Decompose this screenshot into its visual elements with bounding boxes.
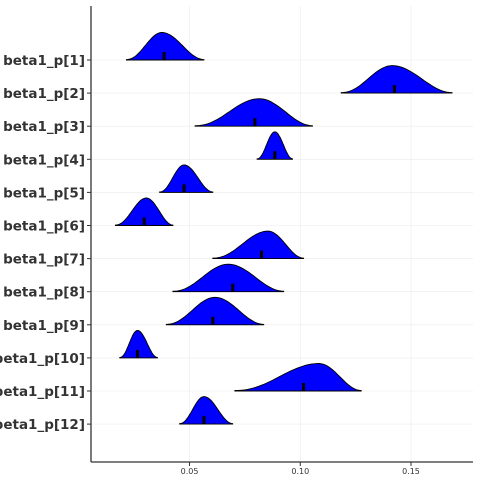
y-tick-label: beta1_p[1] xyxy=(3,53,85,69)
x-axis-ticks: 0.05 0.10 0.15 xyxy=(181,462,420,476)
y-tick-label: beta1_p[6] xyxy=(3,219,85,235)
density-ridge xyxy=(340,65,453,94)
plot-background xyxy=(91,0,480,462)
median-marker xyxy=(260,250,264,259)
density-ridge xyxy=(234,363,362,392)
density-ridge xyxy=(212,230,305,260)
y-tick-label: beta1_p[12] xyxy=(0,417,85,433)
median-marker xyxy=(142,217,146,226)
median-marker xyxy=(231,283,235,292)
median-marker xyxy=(136,349,140,358)
median-marker xyxy=(182,184,186,193)
density-ridge xyxy=(125,32,205,61)
median-marker xyxy=(392,85,396,94)
y-tick-label: beta1_p[5] xyxy=(3,185,85,201)
y-axis-labels: beta1_p[1] beta1_p[2] beta1_p[3] beta1_p[4]… xyxy=(0,53,91,433)
y-tick-label: beta1_p[10] xyxy=(0,351,85,367)
density-ridge xyxy=(194,98,313,127)
y-tick-label: beta1_p[2] xyxy=(3,86,85,102)
density-ridge xyxy=(114,197,174,226)
median-marker xyxy=(211,316,215,325)
y-tick-label: beta1_p[9] xyxy=(3,318,85,334)
density-ridges xyxy=(114,32,453,425)
y-tick-label: beta1_p[11] xyxy=(0,384,85,400)
median-marker xyxy=(302,383,306,391)
median-marker xyxy=(162,52,166,60)
density-ridge xyxy=(159,164,214,193)
median-marker xyxy=(202,416,206,425)
y-tick-label: beta1_p[8] xyxy=(3,285,85,301)
density-ridge xyxy=(165,296,265,326)
density-ridge xyxy=(119,329,158,359)
x-tick-label: 0.15 xyxy=(402,467,420,476)
median-marker xyxy=(253,118,257,127)
y-tick-label: beta1_p[4] xyxy=(3,152,85,168)
density-ridge xyxy=(172,263,285,293)
y-tick-label: beta1_p[3] xyxy=(3,119,85,135)
x-tick-label: 0.10 xyxy=(291,467,309,476)
density-ridge xyxy=(256,131,293,160)
density-ridge xyxy=(179,396,234,425)
y-tick-label: beta1_p[7] xyxy=(3,252,85,268)
x-tick-label: 0.05 xyxy=(181,467,199,476)
median-marker xyxy=(273,151,277,160)
